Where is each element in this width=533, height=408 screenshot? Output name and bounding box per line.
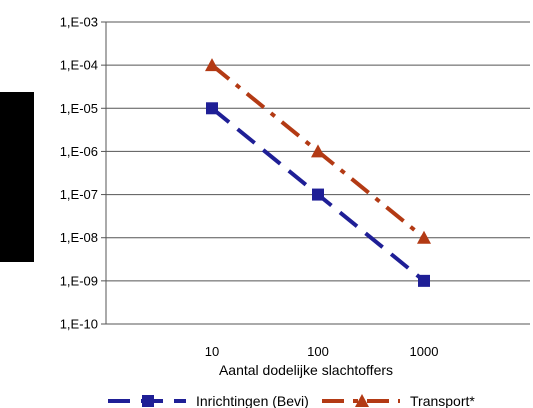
x-tick-labels: 10 100 1000 xyxy=(205,344,439,359)
data-point-marker xyxy=(311,144,325,158)
y-tick-label: 1,E-06 xyxy=(60,144,98,159)
y-tick-label: 1,E-09 xyxy=(60,273,98,288)
y-tick-label: 1,E-04 xyxy=(60,58,98,73)
axes xyxy=(105,22,530,325)
legend-swatch-marker xyxy=(355,394,369,407)
legend-label: Inrichtingen (Bevi) xyxy=(196,393,309,408)
x-axis-label: Aantal dodelijke slachtoffers xyxy=(219,362,393,378)
y-tick-label: 1,E-05 xyxy=(60,101,98,116)
x-tick-label: 10 xyxy=(205,344,219,359)
x-tick-label: 100 xyxy=(307,344,329,359)
data-point-marker xyxy=(312,188,324,201)
data-point-marker xyxy=(418,274,430,287)
y-tick-label: 1,E-10 xyxy=(60,317,98,332)
series-1 xyxy=(205,58,431,244)
data-point-marker xyxy=(205,58,219,72)
y-tick-labels: 1,E-03 1,E-04 1,E-05 1,E-06 1,E-07 1,E-08 1,E-… xyxy=(60,15,98,332)
y-tick-label: 1,E-08 xyxy=(60,230,98,245)
legend-item-0: Inrichtingen (Bevi) xyxy=(108,393,309,408)
legend-item-1: Transport* xyxy=(322,393,475,408)
legend: Inrichtingen (Bevi) Transport* xyxy=(108,393,475,408)
data-point-marker xyxy=(417,230,431,244)
x-tick-label: 1000 xyxy=(410,344,439,359)
data-point-marker xyxy=(206,102,218,115)
ylabel-redaction-block xyxy=(0,92,34,262)
legend-label: Transport* xyxy=(410,393,475,408)
series-0 xyxy=(206,102,430,287)
y-tick-label: 1,E-07 xyxy=(60,187,98,202)
legend-swatch-marker xyxy=(142,395,154,407)
y-tick-label: 1,E-03 xyxy=(60,15,98,30)
series-layer xyxy=(205,58,431,287)
